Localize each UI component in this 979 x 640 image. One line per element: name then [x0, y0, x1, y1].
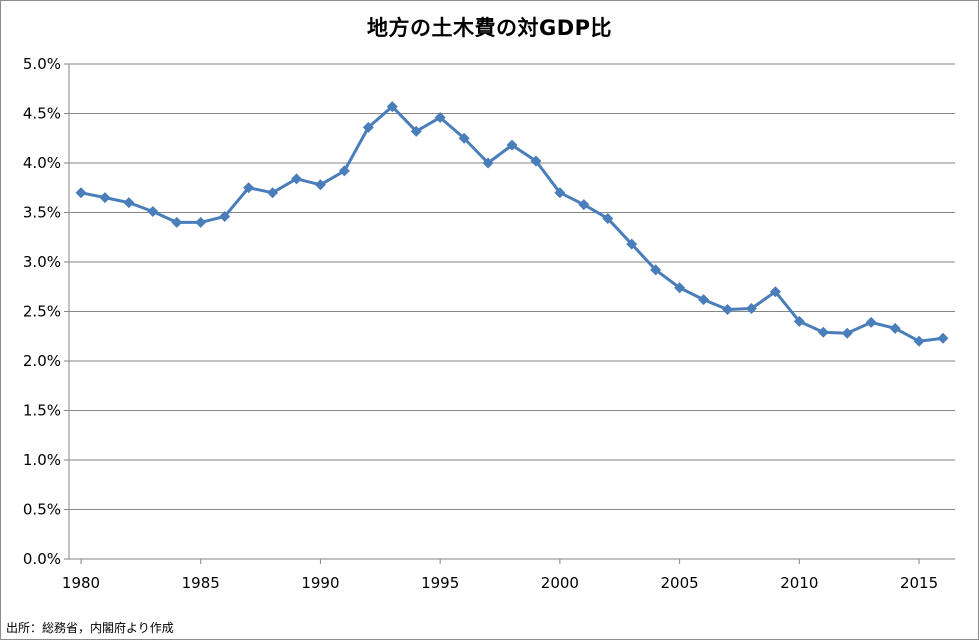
x-tick-label: 2000 — [541, 574, 579, 592]
data-point — [434, 111, 446, 123]
x-tick-label: 2005 — [661, 574, 699, 592]
y-tick-label: 2.5% — [23, 303, 61, 321]
data-point — [410, 125, 422, 137]
data-point — [291, 173, 302, 185]
data-point — [314, 179, 326, 191]
x-tick-label: 1995 — [421, 574, 459, 592]
x-tick-label: 1980 — [62, 574, 100, 592]
data-point — [458, 132, 470, 144]
data-point — [147, 206, 159, 218]
x-tick-label: 2010 — [780, 574, 818, 592]
y-tick-label: 4.5% — [23, 105, 61, 123]
y-tick-label: 0.0% — [23, 550, 61, 568]
data-point — [99, 192, 111, 204]
data-point — [889, 322, 901, 334]
data-point — [937, 332, 949, 344]
data-point — [913, 335, 925, 347]
data-point — [602, 212, 614, 224]
y-tick-label: 1.0% — [23, 451, 61, 469]
data-point — [219, 210, 231, 222]
data-point — [722, 304, 733, 316]
data-point — [195, 216, 207, 228]
data-point — [769, 286, 781, 298]
y-tick-label: 4.0% — [23, 154, 61, 172]
y-tick-label: 3.0% — [23, 253, 61, 271]
data-point — [362, 121, 374, 133]
data-point — [841, 327, 853, 339]
x-tick-label: 2015 — [900, 574, 938, 592]
data-point — [554, 187, 566, 199]
data-point — [626, 238, 638, 250]
data-point — [338, 165, 350, 177]
y-tick-label: 2.0% — [23, 352, 61, 370]
data-point — [698, 294, 710, 306]
data-point — [865, 316, 877, 328]
data-point — [243, 182, 255, 194]
y-tick-label: 1.5% — [23, 402, 61, 420]
data-point — [745, 303, 757, 315]
data-point — [482, 157, 494, 169]
data-point — [578, 199, 590, 211]
data-point — [75, 187, 87, 199]
x-tick-label: 1985 — [182, 574, 220, 592]
y-tick-label: 5.0% — [23, 55, 61, 73]
data-point — [817, 326, 829, 338]
y-tick-label: 0.5% — [23, 501, 61, 519]
data-point — [674, 282, 686, 294]
x-tick-label: 1990 — [301, 574, 339, 592]
chart-title: 地方の土木費の対GDP比 — [366, 16, 613, 40]
data-point — [386, 101, 398, 113]
data-point — [793, 315, 805, 327]
y-tick-label: 3.5% — [23, 204, 61, 222]
data-point — [506, 139, 518, 151]
source-note: 出所：総務省，内閣府より作成 — [6, 621, 174, 635]
data-point — [530, 155, 542, 167]
data-point — [267, 187, 279, 199]
data-point — [650, 264, 662, 276]
data-point — [123, 197, 135, 209]
data-point — [171, 216, 183, 228]
